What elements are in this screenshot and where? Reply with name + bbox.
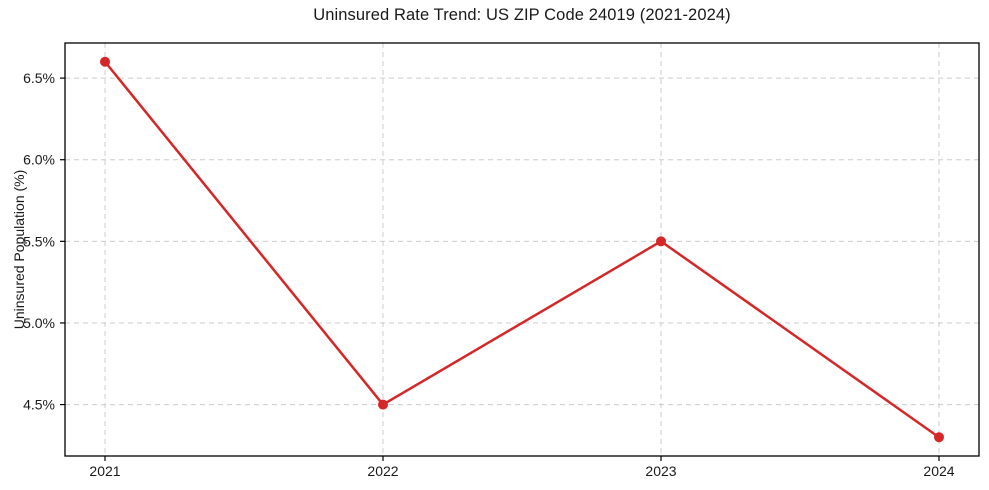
y-axis-label: Uninsured Population (%): [11, 170, 27, 330]
x-tick-label: 2021: [89, 463, 120, 479]
plot-border: [64, 42, 980, 457]
x-tick-label: 2023: [645, 463, 676, 479]
data-point-2021: [100, 56, 110, 67]
y-tick-label: 5.0%: [23, 315, 55, 331]
data-point-2023: [656, 236, 666, 247]
y-tick-label: 6.5%: [23, 70, 55, 86]
x-tick-label: 2024: [923, 463, 954, 479]
y-tick-label: 4.5%: [23, 397, 55, 413]
chart-title: Uninsured Rate Trend: US ZIP Code 24019 …: [313, 6, 731, 24]
y-tick-label: 5.5%: [23, 233, 55, 249]
data-point-2024: [934, 432, 944, 443]
data-point-2022: [378, 399, 388, 410]
x-tick-label: 2022: [367, 463, 398, 479]
trend-line: [103, 60, 941, 439]
y-tick-label: 6.0%: [23, 152, 55, 168]
